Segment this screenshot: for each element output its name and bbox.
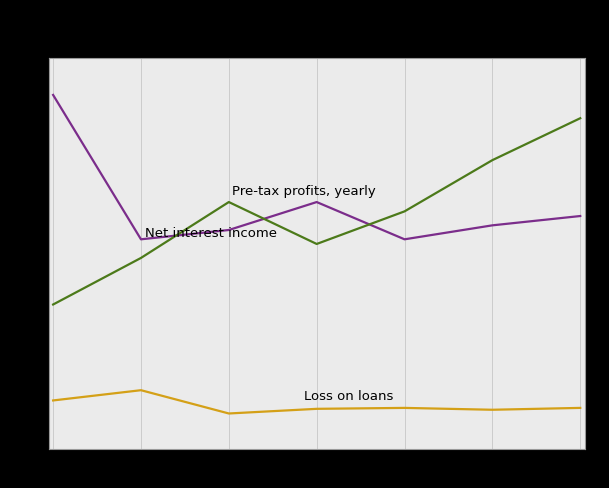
Text: Net interest income: Net interest income	[146, 227, 277, 240]
Text: Pre-tax profits, yearly: Pre-tax profits, yearly	[231, 185, 375, 198]
Text: Loss on loans: Loss on loans	[303, 389, 393, 403]
